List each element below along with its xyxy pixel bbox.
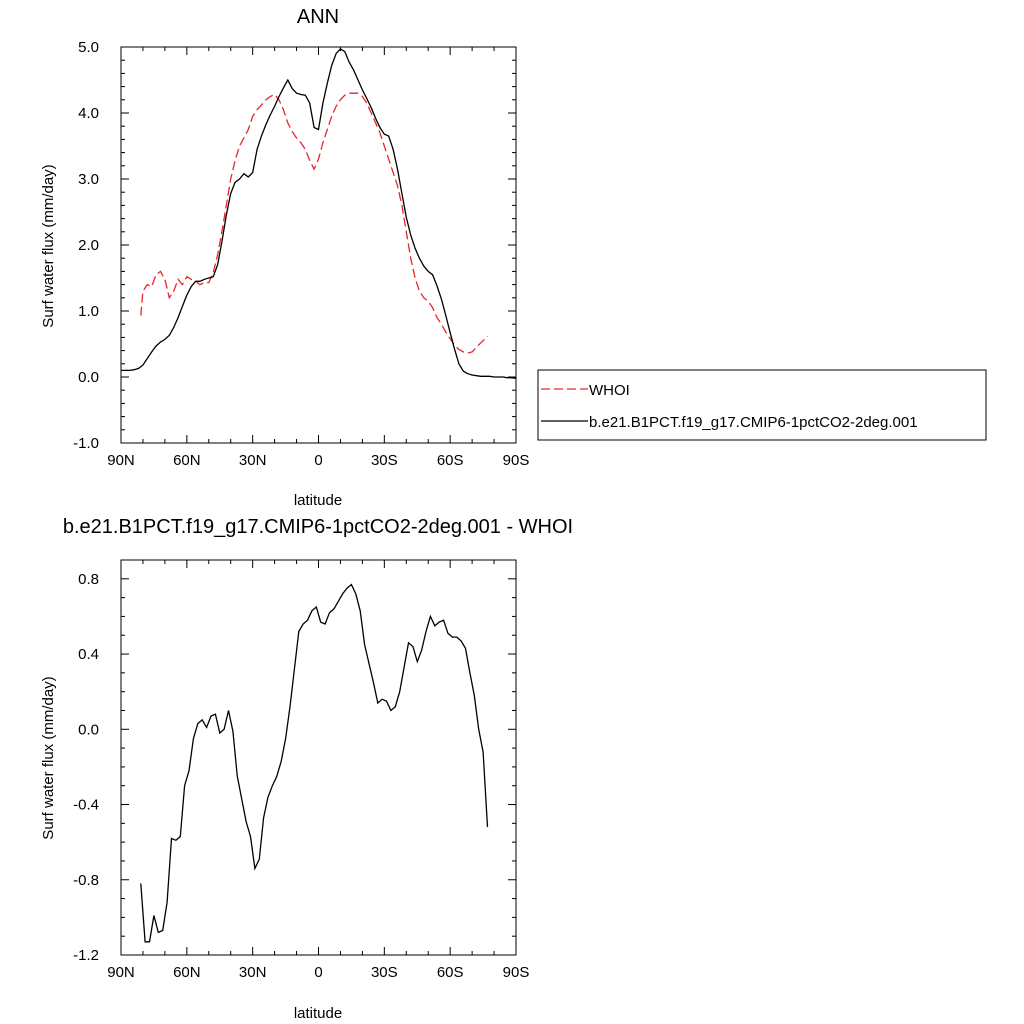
x-tick-label: 60N [173,452,201,469]
series-group [121,48,517,379]
y-tick-label: 0.0 [78,721,99,738]
x-axis-label: latitude [294,492,342,509]
x-tick-label: 30N [239,452,267,469]
legend-label-whoi: WHOI [589,382,630,399]
chart-title: ANN [297,6,339,28]
x-tick-label: 60N [173,964,201,981]
x-tick-label: 90S [503,964,530,981]
x-tick-label: 0 [314,452,322,469]
y-tick-label: 4.0 [78,105,99,122]
y-tick-label: 0.0 [78,369,99,386]
plot-frame [120,559,517,956]
y-tick-label: -0.4 [73,797,99,814]
y-axis-label: Surf water flux (mm/day) [40,164,57,327]
y-tick-label: 3.0 [78,171,99,188]
y-tick-label: -0.8 [73,872,99,889]
x-tick-label: 30N [239,964,267,981]
chart-title: b.e21.B1PCT.f19_g17.CMIP6-1pctCO2-2deg.0… [63,516,573,538]
x-tick-label: 30S [371,964,398,981]
series-line-0 [140,92,488,354]
y-tick-label: 0.8 [78,571,99,588]
legend-label-model: b.e21.B1PCT.f19_g17.CMIP6-1pctCO2-2deg.0… [589,414,918,431]
y-tick-label: 2.0 [78,237,99,254]
x-tick-label: 60S [437,452,464,469]
legend: WHOI b.e21.B1PCT.f19_g17.CMIP6-1pctCO2-2… [537,369,987,441]
y-tick-label: -1.2 [73,947,99,964]
x-tick-label: 90N [107,452,135,469]
x-tick-label: 0 [314,964,322,981]
panel-difference: b.e21.B1PCT.f19_g17.CMIP6-1pctCO2-2deg.0… [40,516,573,1022]
x-axis-label: latitude [294,1005,342,1022]
legend-box [537,369,987,441]
tick-group: 90N 60N 30N 0 30S 60S 90S -1.0 0.0 1.0 2.0 3.0 4.0 5.… [73,39,529,469]
y-tick-label: -1.0 [73,435,99,452]
plot-frame [120,46,517,444]
x-tick-label: 90S [503,452,530,469]
series-line-1 [121,48,517,379]
panel-annual-mean: ANN Surf water flux (mm/day) latitude 90… [40,6,529,509]
series-line-0 [140,583,489,943]
y-tick-label: 1.0 [78,303,99,320]
series-group [140,583,489,943]
x-tick-label: 60S [437,964,464,981]
tick-group: 90N 60N 30N 0 30S 60S 90S -1.2 -0.8 -0.4 0.0 0.4 0.8 [73,559,530,981]
x-tick-label: 30S [371,452,398,469]
x-tick-label: 90N [107,964,135,981]
y-tick-label: 0.4 [78,646,99,663]
y-tick-label: 5.0 [78,39,99,56]
y-axis-label: Surf water flux (mm/day) [40,676,57,839]
